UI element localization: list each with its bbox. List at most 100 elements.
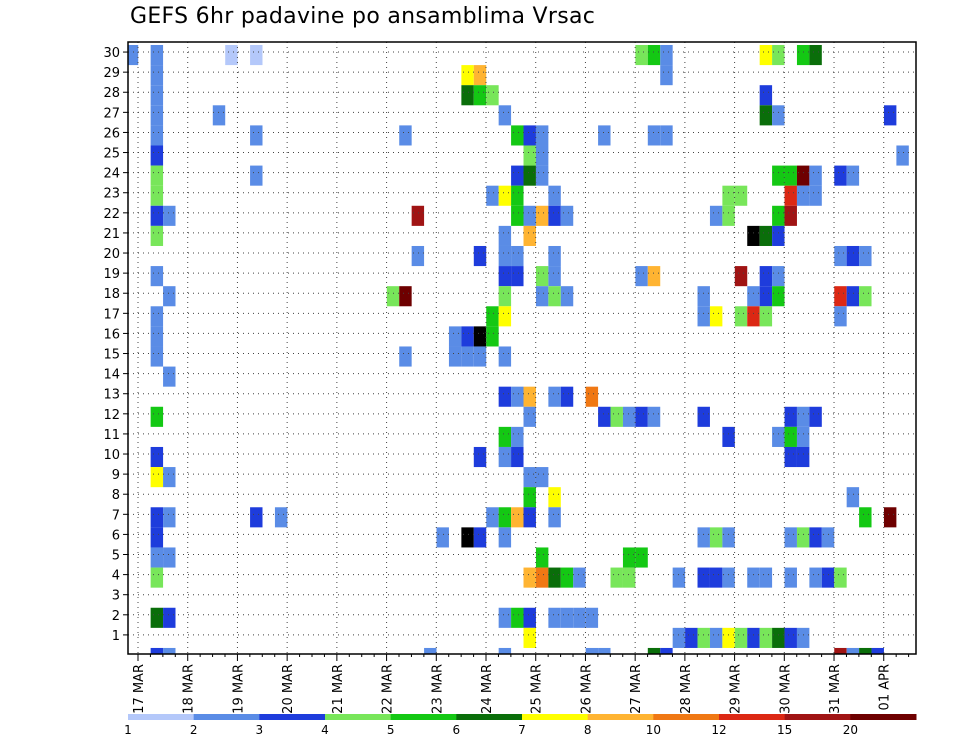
heat-cell <box>523 607 536 628</box>
chart-title: GEFS 6hr padavine po ansamblima Vrsac <box>130 4 596 29</box>
heat-cell <box>846 286 860 307</box>
heat-cell <box>523 467 536 488</box>
heat-cell <box>734 266 748 287</box>
heat-cell <box>411 205 425 226</box>
heat-cell <box>498 185 512 206</box>
heat-cell <box>821 567 835 588</box>
x-tick-label: 26 MAR <box>579 664 594 714</box>
colorbar-label: 20 <box>843 723 858 737</box>
heat-cell <box>523 487 536 508</box>
heat-cell <box>523 386 536 407</box>
colorbar-swatch <box>587 714 654 720</box>
y-tick-label: 30 <box>103 46 120 61</box>
y-tick-label: 8 <box>112 488 120 503</box>
heat-cell <box>759 44 773 66</box>
heat-cell <box>821 527 835 548</box>
heat-cell <box>498 527 512 548</box>
heat-cell <box>163 547 176 568</box>
heat-cell <box>859 245 872 267</box>
heat-cell <box>498 647 512 654</box>
heat-cell <box>585 386 599 407</box>
heat-cell <box>511 205 524 226</box>
heat-cell <box>759 627 773 648</box>
heat-cell <box>660 44 673 66</box>
y-tick-label: 1 <box>112 629 120 644</box>
heat-cell <box>548 286 561 307</box>
heat-cell <box>573 607 586 628</box>
heat-cell <box>163 467 176 488</box>
y-tick-label: 22 <box>103 207 120 222</box>
heat-cell <box>834 647 847 654</box>
heat-cell <box>635 44 648 66</box>
heat-cell <box>473 65 487 86</box>
heat-cell <box>399 286 412 307</box>
heat-cell <box>548 607 561 628</box>
heat-cell <box>548 205 561 226</box>
colorbar-swatch <box>719 714 786 720</box>
heat-cell <box>163 286 176 307</box>
heat-cell <box>784 567 797 588</box>
x-tick-label: 17 MAR <box>132 664 147 714</box>
heat-cell <box>722 527 735 548</box>
heat-cell <box>709 527 723 548</box>
heat-cell <box>498 426 512 447</box>
heat-cell <box>734 627 748 648</box>
heat-cell <box>150 125 164 146</box>
y-tick-label: 21 <box>103 227 120 242</box>
heat-cell <box>150 306 164 327</box>
heat-cell <box>150 607 164 628</box>
heat-cell <box>784 185 797 206</box>
heat-cell <box>647 266 661 287</box>
heat-cell <box>759 225 773 246</box>
heat-cell <box>796 627 810 648</box>
heat-cell <box>511 266 524 287</box>
heat-cell <box>697 286 710 307</box>
heat-cell <box>163 607 176 628</box>
heat-cell <box>163 205 176 226</box>
x-tick-label: 30 MAR <box>778 664 793 714</box>
heat-cell <box>523 567 536 588</box>
y-tick-label: 9 <box>112 468 120 483</box>
heat-cell <box>883 105 897 126</box>
heat-cell <box>461 65 474 86</box>
heat-cell <box>796 185 810 206</box>
heat-cell <box>635 406 648 427</box>
y-tick-label: 28 <box>103 86 120 101</box>
heat-cell <box>498 225 512 246</box>
x-tick-label: 31 MAR <box>828 664 843 714</box>
heat-cell <box>150 507 164 528</box>
heat-cell <box>150 185 164 206</box>
heat-cell <box>473 446 487 468</box>
heat-cell <box>523 145 536 166</box>
heat-cell <box>573 567 586 588</box>
heat-cell <box>834 286 847 307</box>
heat-cell <box>399 125 412 146</box>
heat-cell <box>250 165 263 186</box>
heat-cell <box>622 406 636 427</box>
heat-cell <box>772 225 785 246</box>
colorbar-label: 5 <box>387 723 395 737</box>
heat-cell <box>759 306 773 327</box>
heat-cell <box>635 266 648 287</box>
colorbar-label: 15 <box>777 723 792 737</box>
heat-cell <box>523 165 536 186</box>
heat-cell <box>548 266 561 287</box>
heat-cell <box>274 507 288 528</box>
heat-cell <box>523 205 536 226</box>
y-tick-label: 2 <box>112 609 120 624</box>
heat-cell <box>834 165 847 186</box>
heat-cell <box>759 105 773 126</box>
heat-cell <box>150 205 164 226</box>
heat-cell <box>150 547 164 568</box>
heat-cell <box>560 607 574 628</box>
heat-cell <box>734 185 748 206</box>
heat-cell <box>697 627 710 648</box>
heat-cell <box>672 627 686 648</box>
heat-cell <box>548 386 561 407</box>
heat-cell <box>709 627 723 648</box>
heat-cell <box>535 286 549 307</box>
heat-cell <box>548 487 561 508</box>
heat-cell <box>784 205 797 226</box>
y-tick-label: 5 <box>112 549 120 564</box>
x-tick-label: 19 MAR <box>231 664 246 714</box>
